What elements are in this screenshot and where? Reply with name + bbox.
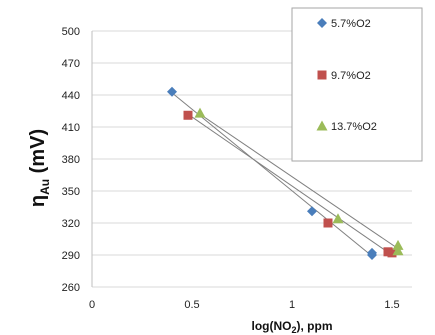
y-axis-title-suffix: (mV) xyxy=(27,129,49,179)
legend-box xyxy=(291,7,423,162)
y-tick-label-8: 500 xyxy=(62,26,80,38)
y-tick-label-4: 380 xyxy=(62,154,80,166)
x-axis-title-suffix: ), ppm xyxy=(297,319,333,333)
x-axis-title: log(NO2), ppm xyxy=(251,319,332,335)
legend: 5.7%O2 9.7%O2 13.7%O2 xyxy=(291,7,423,162)
y-tick-label-5: 410 xyxy=(62,122,80,134)
trendline-1 xyxy=(187,113,393,256)
point-2-3 xyxy=(392,245,404,256)
y-axis-title-sub: Au xyxy=(38,179,52,195)
point-2-0 xyxy=(194,107,206,118)
y-tick-label-1: 290 xyxy=(62,250,80,262)
y-tick-label-6: 440 xyxy=(62,90,80,102)
point-0-1 xyxy=(307,206,317,217)
y-tick-label-0: 260 xyxy=(62,282,80,294)
trendlines xyxy=(171,92,399,257)
legend-marker-2 xyxy=(316,120,328,131)
point-1-1 xyxy=(323,218,333,228)
trendline-2 xyxy=(199,113,399,250)
x-tick-label-3: 1.5 xyxy=(384,299,399,311)
x-tick-label-1: 0.5 xyxy=(184,299,199,311)
x-axis-title-sub: 2 xyxy=(291,325,296,335)
x-tick-label-0: 0 xyxy=(89,299,95,311)
point-1-3 xyxy=(387,248,397,258)
y-tick-label-2: 320 xyxy=(62,218,80,230)
point-2-1 xyxy=(332,213,344,224)
tick-labels: 260 290 320 350 380 410 440 470 500 0 0.5 1 1.5 xyxy=(62,26,400,311)
point-2-2 xyxy=(392,239,404,250)
point-0-0 xyxy=(167,86,177,97)
grid-lines xyxy=(91,30,412,288)
y-axis-title: ηAu (mV) xyxy=(27,129,52,207)
y-tick-label-7: 470 xyxy=(62,58,80,70)
trendline-0 xyxy=(171,92,373,257)
data-points xyxy=(167,86,404,260)
legend-label-2: 13.7%O2 xyxy=(331,121,377,133)
point-1-0 xyxy=(183,110,193,120)
legend-marker-1 xyxy=(317,70,327,80)
legend-marker-0 xyxy=(317,18,327,28)
legend-label-1: 9.7%O2 xyxy=(331,70,371,82)
x-axis-title-main: log(NO xyxy=(251,319,291,333)
y-axis-title-main: η xyxy=(27,195,49,207)
legend-label-0: 5.7%O2 xyxy=(331,18,371,30)
point-0-3 xyxy=(367,250,377,260)
x-tick-label-2: 1 xyxy=(289,299,295,311)
y-tick-label-3: 350 xyxy=(62,186,80,198)
